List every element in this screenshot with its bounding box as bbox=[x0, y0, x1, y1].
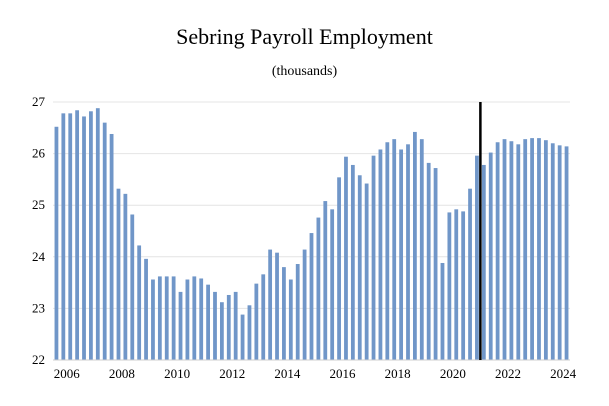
bar-2021-Q1 bbox=[468, 188, 472, 360]
bar-2021-Q4 bbox=[488, 152, 493, 360]
bar-2016-Q4 bbox=[350, 164, 355, 360]
bar-2022-Q1 bbox=[495, 142, 500, 360]
bar-2009-Q3 bbox=[151, 279, 155, 360]
bar-2010-Q4 bbox=[185, 279, 190, 360]
bar-2011-Q4 bbox=[213, 291, 217, 360]
bar-2022-Q2 bbox=[502, 139, 507, 360]
y-tick-label-26: 26 bbox=[32, 146, 46, 161]
bar-2006-Q2 bbox=[61, 113, 66, 360]
bar-2009-Q1 bbox=[137, 245, 142, 360]
bar-2024-Q3 bbox=[564, 146, 569, 360]
bar-2020-Q2 bbox=[447, 212, 452, 360]
bar-2016-Q3 bbox=[344, 156, 348, 360]
bar-2019-Q4 bbox=[433, 168, 438, 360]
bar-2010-Q2 bbox=[171, 276, 176, 360]
bar-2007-Q1 bbox=[82, 116, 86, 360]
bar-2011-Q3 bbox=[206, 284, 210, 360]
x-tick-label-2016: 2016 bbox=[330, 366, 357, 381]
x-tick-label-2020: 2020 bbox=[440, 366, 466, 381]
bar-2017-Q2 bbox=[364, 183, 369, 360]
bar-2020-Q4 bbox=[461, 211, 466, 360]
bar-2021-Q3 bbox=[481, 164, 486, 360]
bar-2018-Q1 bbox=[385, 142, 390, 360]
bar-2023-Q3 bbox=[537, 138, 541, 360]
tick-labels: 22 23 24 25 26 27 2006 2008 2010 2012 2014 2016 2018… bbox=[32, 94, 577, 381]
bar-2015-Q2 bbox=[309, 233, 314, 360]
bar-2023-Q4 bbox=[543, 140, 548, 360]
bar-2008-Q1 bbox=[109, 133, 114, 360]
bar-2019-Q3 bbox=[426, 162, 431, 360]
bar-2007-Q2 bbox=[89, 111, 93, 360]
bar-2007-Q4 bbox=[102, 122, 107, 360]
axes bbox=[53, 102, 570, 361]
bar-2013-Q4 bbox=[268, 249, 273, 360]
bar-2016-Q1 bbox=[330, 209, 335, 360]
bar-2020-Q3 bbox=[454, 209, 459, 360]
bar-2008-Q2 bbox=[116, 188, 121, 360]
bar-2013-Q3 bbox=[261, 274, 266, 360]
y-tick-label-25: 25 bbox=[32, 197, 45, 212]
bar-2011-Q1 bbox=[192, 276, 197, 360]
y-tick-label-24: 24 bbox=[32, 249, 46, 264]
bar-2019-Q2 bbox=[419, 139, 424, 360]
bar-2019-Q1 bbox=[413, 131, 417, 360]
bar-2012-Q3 bbox=[233, 291, 238, 360]
bar-2024-Q2 bbox=[557, 145, 562, 360]
bar-2011-Q2 bbox=[199, 278, 204, 360]
bar-2012-Q1 bbox=[219, 302, 224, 360]
y-tick-label-22: 22 bbox=[32, 352, 45, 367]
bar-2023-Q1 bbox=[523, 139, 528, 360]
bar-2013-Q1 bbox=[247, 305, 252, 360]
y-tick-label-27: 27 bbox=[32, 94, 46, 109]
bar-2012-Q2 bbox=[226, 294, 231, 360]
bar-2023-Q2 bbox=[530, 138, 534, 360]
bar-2014-Q4 bbox=[295, 264, 300, 360]
x-tick-label-2022: 2022 bbox=[495, 366, 521, 381]
bar-2013-Q2 bbox=[254, 283, 259, 360]
bar-2008-Q3 bbox=[123, 193, 128, 360]
x-tick-label-2010: 2010 bbox=[164, 366, 190, 381]
x-tick-label-2014: 2014 bbox=[274, 366, 301, 381]
x-tick-label-2006: 2006 bbox=[54, 366, 81, 381]
bar-2006-Q3 bbox=[68, 113, 73, 360]
x-tick-label-2008: 2008 bbox=[109, 366, 135, 381]
bar-2016-Q2 bbox=[337, 177, 341, 360]
chart-subtitle: (thousands) bbox=[271, 64, 338, 79]
bar-2006-Q1 bbox=[54, 126, 59, 361]
chart-title: Sebring Payroll Employment bbox=[176, 24, 433, 49]
bar-2010-Q3 bbox=[178, 291, 183, 360]
x-tick-label-2012: 2012 bbox=[219, 366, 245, 381]
bar-2021-Q2 bbox=[475, 155, 479, 360]
bar-2015-Q4 bbox=[323, 201, 328, 360]
bar-2014-Q1 bbox=[275, 252, 279, 360]
bar-2009-Q4 bbox=[157, 276, 162, 360]
bar-2018-Q4 bbox=[406, 144, 410, 360]
bar-2008-Q4 bbox=[130, 214, 135, 360]
bar-2017-Q1 bbox=[357, 175, 362, 360]
bar-2017-Q4 bbox=[378, 149, 383, 360]
bar-2020-Q1 bbox=[440, 262, 445, 360]
bar-2018-Q3 bbox=[399, 149, 404, 360]
bar-2014-Q3 bbox=[288, 279, 293, 360]
bar-2022-Q4 bbox=[516, 144, 521, 360]
bar-series bbox=[54, 108, 569, 361]
y-tick-label-23: 23 bbox=[32, 300, 45, 315]
bar-2015-Q1 bbox=[302, 249, 307, 360]
bar-2012-Q4 bbox=[240, 314, 245, 360]
bar-2010-Q1 bbox=[164, 276, 169, 360]
x-tick-label-2024: 2024 bbox=[550, 366, 577, 381]
bar-2022-Q3 bbox=[509, 141, 514, 360]
bar-2007-Q3 bbox=[95, 108, 100, 360]
bar-2015-Q3 bbox=[316, 217, 321, 360]
bar-2014-Q2 bbox=[282, 267, 286, 360]
bar-2006-Q4 bbox=[75, 110, 80, 360]
bar-2017-Q3 bbox=[371, 155, 376, 360]
bar-2009-Q2 bbox=[144, 258, 148, 360]
bar-2018-Q2 bbox=[392, 139, 397, 360]
bar-2024-Q1 bbox=[550, 143, 555, 360]
x-tick-label-2018: 2018 bbox=[385, 366, 411, 381]
